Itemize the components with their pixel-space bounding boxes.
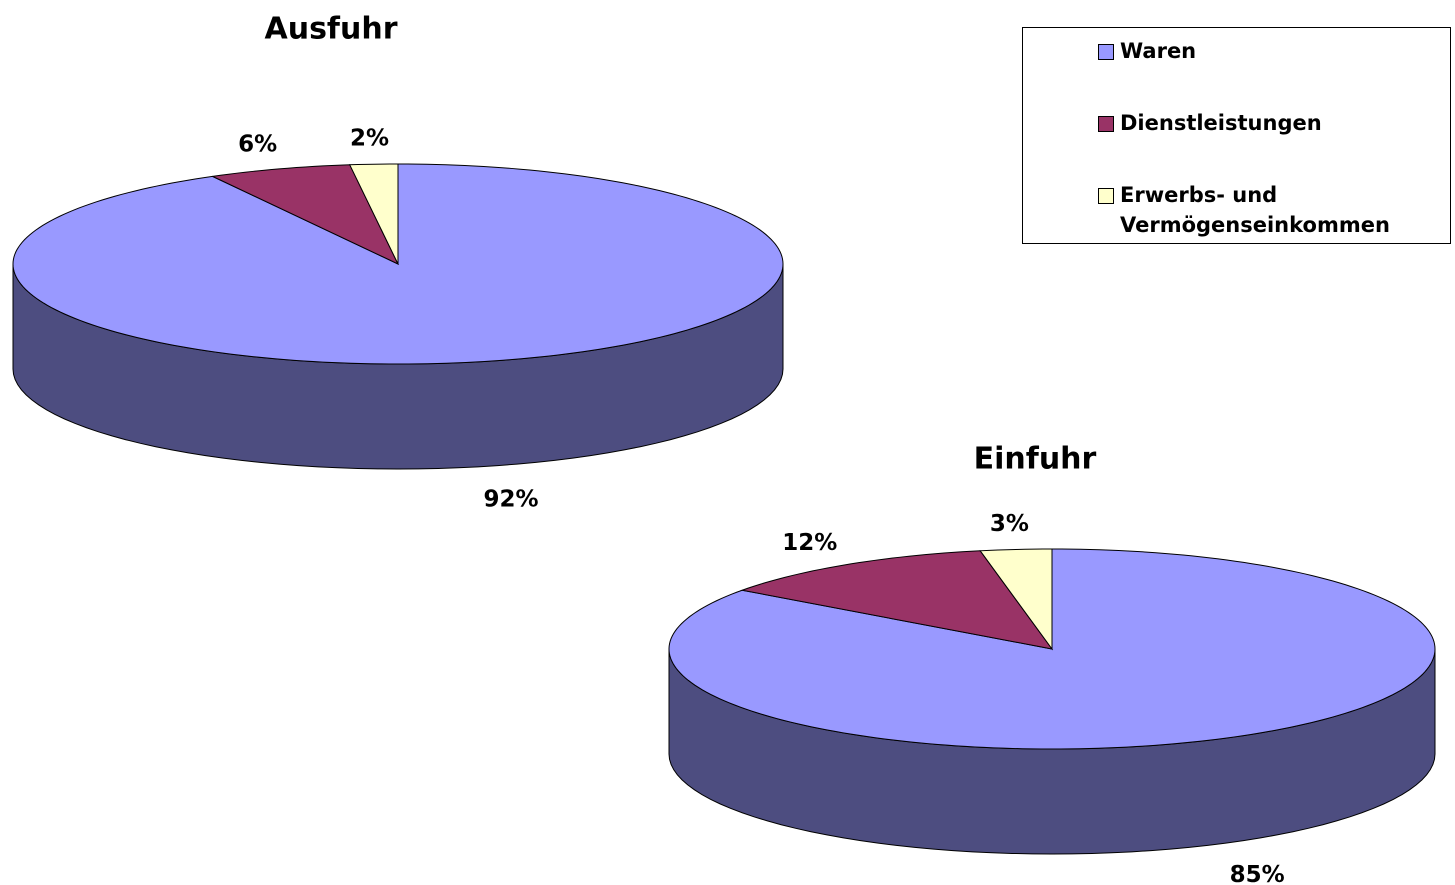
pie-slice [210, 164, 400, 266]
legend-entry: Waren [1098, 36, 1420, 66]
legend-label: Waren [1120, 39, 1197, 63]
legend-entry: Dienstleistungen [1098, 108, 1420, 138]
data-label: 12% [782, 530, 837, 556]
legend-swatch [1098, 188, 1114, 204]
pie-slice [348, 163, 399, 265]
data-label: 92% [483, 487, 538, 513]
data-label: 6% [238, 132, 277, 158]
legend-label: Dienstleistungen [1120, 111, 1322, 135]
chart-title: Einfuhr [974, 442, 1097, 477]
data-label: 85% [1230, 862, 1285, 885]
legend-swatch [1098, 116, 1114, 132]
chart-title: Ausfuhr [265, 12, 398, 47]
pie-slice [979, 548, 1053, 651]
legend-entry: Erwerbs- und Vermögenseinkommen [1098, 180, 1420, 240]
data-label: 2% [350, 126, 389, 152]
pie-slice [740, 550, 1054, 650]
legend: Waren Dienstleistungen Erwerbs- und Vermög… [1022, 27, 1451, 244]
data-label: 3% [990, 511, 1029, 537]
legend-swatch [1098, 44, 1114, 60]
legend-label: Erwerbs- und Vermögenseinkommen [1120, 183, 1390, 237]
